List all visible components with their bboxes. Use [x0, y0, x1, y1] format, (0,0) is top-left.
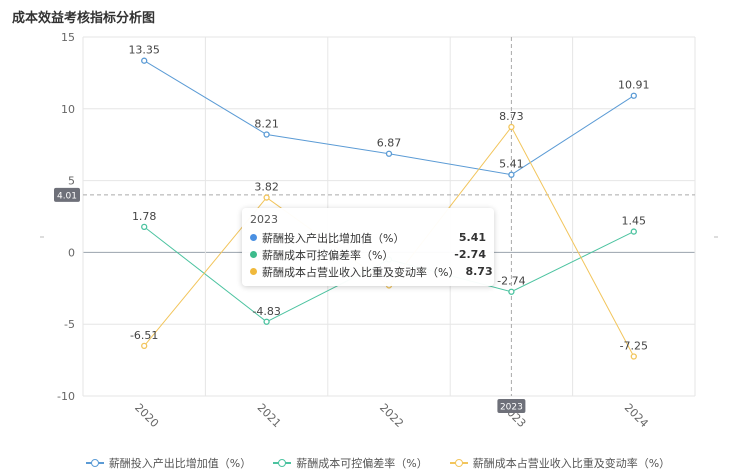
y-tick-label: -10: [57, 390, 75, 403]
data-label: 8.73: [499, 110, 524, 123]
data-point: [385, 150, 393, 157]
data-label: 10.91: [618, 79, 650, 92]
crosshair-x-badge: [497, 399, 526, 413]
y-tick-label: 5: [68, 175, 75, 188]
tooltip-title: 2023: [250, 213, 278, 226]
x-tick-label: 2020: [132, 401, 161, 430]
data-label: 5.41: [499, 158, 524, 171]
data-label: -7.25: [620, 340, 648, 353]
legend-swatch-icon: [449, 458, 468, 468]
data-point: [141, 223, 148, 230]
y-tick-label: -5: [64, 318, 75, 331]
legend-label: 薪酬成本占营业收入比重及变动率（%）: [472, 457, 671, 470]
crosshair-y-badge: [54, 187, 80, 202]
legend-item[interactable]: 薪酬投入产出比增加值（%）: [85, 455, 252, 471]
legend-item[interactable]: 薪酬成本可控偏差率（%）: [273, 455, 428, 471]
crosshair-x-label: 2023: [500, 403, 523, 413]
tooltip-dot-icon: [250, 268, 257, 275]
data-label: 1.45: [622, 215, 647, 228]
tooltip-row: 薪酬投入产出比增加值（%） 5.41: [250, 229, 486, 246]
tooltip-dot-icon: [250, 251, 257, 258]
data-label: -2.74: [497, 275, 525, 288]
x-tick-label: 2021: [255, 401, 284, 430]
x-tick-label: 2024: [622, 401, 651, 430]
crosshair-y-label: 4.01: [57, 191, 77, 201]
data-point: [508, 123, 515, 131]
legend-swatch-icon: [273, 458, 292, 468]
tooltip-series-name: 薪酬投入产出比增加值（%）: [262, 231, 405, 245]
tooltip-series-name: 薪酬成本可控偏差率（%）: [262, 248, 394, 262]
legend-swatch-icon: [85, 458, 104, 468]
chart-title: 成本效益考核指标分析图: [12, 11, 156, 26]
data-point: [630, 228, 637, 235]
data-point: [508, 288, 515, 295]
tooltip-value: -2.74: [454, 248, 486, 261]
tooltip-dot-icon: [250, 234, 257, 241]
y-tick-label: 15: [61, 31, 75, 44]
legend-item[interactable]: 薪酬成本占营业收入比重及变动率（%）: [449, 455, 671, 471]
tooltip-value: 8.73: [465, 265, 493, 278]
data-point: [263, 194, 270, 201]
data-label: 1.78: [132, 210, 157, 223]
data-point: [263, 131, 270, 138]
line-chart[interactable]: 15 10 5 0 -5 -10 2020 2021 2022 2023 2024 4.01 2023 1…: [0, 0, 756, 450]
tooltip-rows: 薪酬投入产出比增加值（%） 5.41 薪酬成本可控偏差率（%） -2.74 薪酬成本占营…: [250, 229, 493, 280]
tooltip-row: 薪酬成本可控偏差率（%） -2.74: [250, 246, 486, 263]
tooltip-value: 5.41: [458, 231, 486, 244]
data-point: [508, 171, 515, 178]
data-label: 3.82: [254, 181, 279, 194]
data-label: 13.35: [128, 44, 160, 57]
data-point: [263, 318, 270, 325]
x-tick-label: 2022: [377, 401, 406, 430]
data-point: [630, 353, 637, 360]
legend: 薪酬投入产出比增加值（%） 薪酬成本可控偏差率（%） 薪酬成本占营业收入比重及变动率…: [0, 455, 756, 471]
data-label: 8.21: [254, 118, 279, 131]
data-point: [141, 57, 148, 64]
data-label: -6.51: [130, 329, 158, 342]
tooltip: 2023 薪酬投入产出比增加值（%） 5.41 薪酬成本可控偏差率（%） -2.74 薪…: [242, 208, 494, 286]
y-tick-label: 0: [68, 246, 75, 259]
tooltip-series-name: 薪酬成本占营业收入比重及变动率（%）: [262, 265, 460, 279]
legend-label: 薪酬投入产出比增加值（%）: [108, 457, 252, 470]
legend-label: 薪酬成本可控偏差率（%）: [296, 457, 428, 470]
data-point: [141, 342, 148, 350]
data-point: [630, 92, 637, 99]
data-label: -4.83: [252, 305, 280, 318]
series-line-1: [143, 60, 635, 176]
data-label: 6.87: [377, 137, 402, 150]
tooltip-row: 薪酬成本占营业收入比重及变动率（%） 8.73: [250, 263, 493, 280]
y-tick-label: 10: [61, 103, 75, 116]
